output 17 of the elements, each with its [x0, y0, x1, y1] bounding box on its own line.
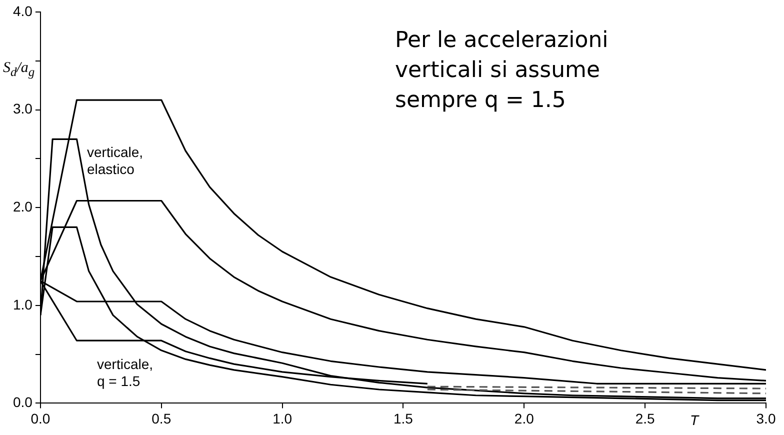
x-tick-label: 0.0 — [30, 410, 50, 426]
y-tick-label: 4.0 — [12, 2, 33, 19]
x-axis-title: T — [690, 412, 699, 428]
annotation: Per le accelerazioni verticali si assume sempre q = 1.5 — [395, 27, 608, 115]
annotation: verticale, q = 1.5 — [97, 356, 154, 390]
y-tick-label: 3.0 — [12, 100, 33, 117]
x-tick-label: 3.0 — [756, 410, 776, 426]
y-tick-label: 0.0 — [12, 394, 33, 410]
x-tick-label: 1.0 — [272, 410, 292, 426]
x-tick-label: 1.5 — [393, 410, 414, 426]
x-tick-label: 2.5 — [635, 410, 656, 426]
annotation: verticale, elastico — [87, 144, 144, 178]
x-tick-label: 0.5 — [152, 410, 172, 426]
y-tick-label: 1.0 — [12, 296, 33, 312]
x-tick-label: 2.0 — [514, 410, 534, 426]
y-tick-label: 2.0 — [12, 198, 33, 214]
y-axis-title: S$_{d}$/a$_{g}$ — [3, 60, 35, 80]
